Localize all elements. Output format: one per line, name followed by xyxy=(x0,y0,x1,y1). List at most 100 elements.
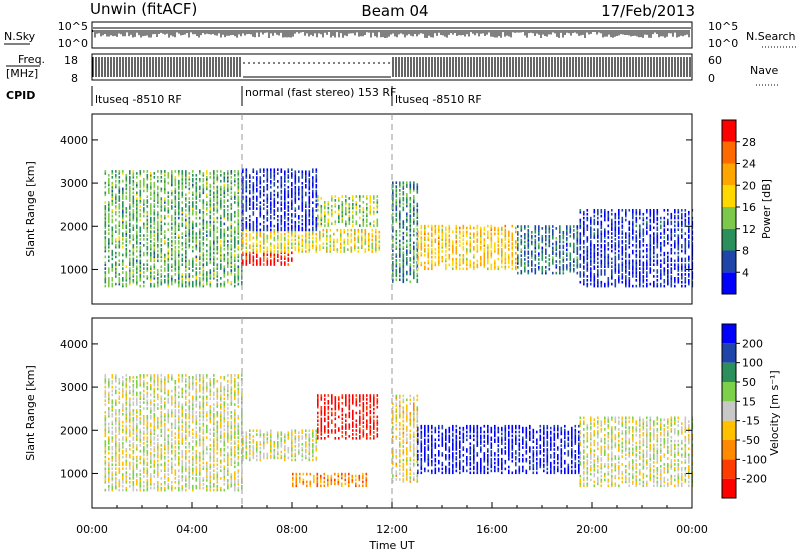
power-cell xyxy=(663,240,666,243)
power-cell xyxy=(409,220,412,223)
power-cell xyxy=(681,214,683,218)
power-cell xyxy=(639,212,641,216)
power-cell xyxy=(497,226,500,230)
power-cell xyxy=(392,181,394,184)
power-cell xyxy=(660,220,662,224)
power-cell xyxy=(185,249,187,253)
power-cell xyxy=(157,253,159,257)
power-cell xyxy=(646,244,648,247)
power-cell xyxy=(160,273,163,276)
power-cell xyxy=(473,236,475,239)
power-cell xyxy=(153,257,156,261)
power-cell xyxy=(312,236,314,240)
power-cell xyxy=(524,252,526,255)
power-cell xyxy=(287,205,290,208)
power-cell xyxy=(195,277,198,280)
power-cell xyxy=(199,277,201,280)
power-cell xyxy=(230,245,233,249)
power-cell xyxy=(364,236,367,240)
power-cell xyxy=(185,251,187,255)
power-cell xyxy=(441,230,444,234)
power-cell xyxy=(548,242,551,246)
power-cell xyxy=(326,228,328,232)
power-cell xyxy=(266,248,269,251)
power-cell xyxy=(600,230,603,233)
power-cell xyxy=(230,205,233,208)
power-cell xyxy=(202,174,205,177)
power-cell xyxy=(312,170,314,173)
power-cell xyxy=(562,233,565,236)
power-cell xyxy=(108,244,110,247)
velocity-cell xyxy=(108,383,110,387)
power-cell xyxy=(160,189,163,193)
power-cell xyxy=(118,207,121,210)
power-cell xyxy=(621,236,624,239)
power-cell xyxy=(111,185,114,189)
power-cell xyxy=(270,205,272,208)
power-cell xyxy=(284,255,286,258)
power-cell xyxy=(227,199,229,202)
power-cell xyxy=(242,238,244,242)
power-cell xyxy=(632,224,634,228)
power-cell xyxy=(427,232,430,236)
power-cell xyxy=(361,238,363,242)
power-cell xyxy=(409,224,412,227)
power-cell xyxy=(541,258,544,261)
power-cell xyxy=(600,214,603,218)
power-cell xyxy=(287,185,290,189)
power-cell xyxy=(273,170,276,173)
power-cell xyxy=(520,254,523,257)
power-cell xyxy=(188,267,191,270)
power-cell xyxy=(301,203,304,206)
power-cell xyxy=(157,234,159,237)
power-cell xyxy=(230,271,233,274)
power-cell xyxy=(153,265,156,268)
power-cell xyxy=(455,234,458,238)
power-cell xyxy=(188,261,191,265)
velocity-cell xyxy=(115,428,117,432)
power-cell xyxy=(146,263,149,266)
power-cell xyxy=(417,244,419,247)
power-cell xyxy=(373,212,375,216)
power-cell xyxy=(195,174,198,177)
power-cell xyxy=(294,222,297,226)
power-cell xyxy=(171,218,173,222)
power-cell xyxy=(153,267,156,270)
power-cell xyxy=(252,255,255,258)
power-cell xyxy=(402,251,405,254)
power-cell xyxy=(188,172,191,175)
power-cell xyxy=(402,183,405,186)
power-cell xyxy=(324,218,326,222)
velocity-cell xyxy=(115,389,117,393)
power-cell xyxy=(125,226,128,230)
power-cell xyxy=(122,197,124,200)
power-cell xyxy=(469,226,472,230)
velocity-cell xyxy=(108,479,110,482)
power-cell xyxy=(409,235,412,239)
power-cell xyxy=(104,284,107,288)
power-cell xyxy=(223,242,226,245)
power-cell xyxy=(242,263,244,266)
power-cell xyxy=(364,230,367,234)
power-cell xyxy=(534,242,537,246)
power-cell xyxy=(621,273,624,276)
power-cell xyxy=(111,282,114,286)
power-cell xyxy=(287,174,290,177)
power-cell xyxy=(185,230,187,233)
power-cell xyxy=(320,220,323,223)
power-cell xyxy=(202,244,205,247)
power-cell xyxy=(459,232,461,236)
power-cell xyxy=(366,195,368,198)
power-cell xyxy=(245,228,248,232)
velocity-cell xyxy=(108,409,110,412)
power-cell xyxy=(143,185,145,189)
power-cell xyxy=(259,263,262,266)
power-cell xyxy=(266,224,269,228)
power-cell xyxy=(195,216,198,220)
power-cell xyxy=(202,247,205,251)
velocity-cell xyxy=(122,475,124,478)
velocity-cell xyxy=(122,376,124,379)
power-cell xyxy=(674,251,676,255)
power-cell xyxy=(266,209,269,212)
power-cell xyxy=(656,259,659,263)
